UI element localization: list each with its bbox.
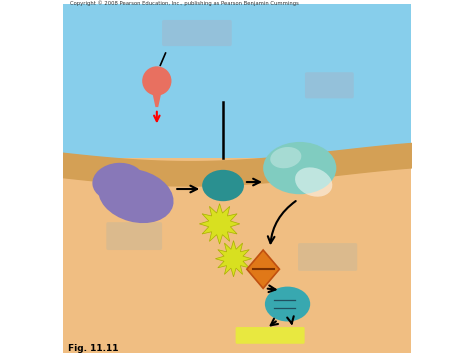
Ellipse shape — [92, 163, 145, 201]
Polygon shape — [153, 94, 161, 107]
Text: Fig. 11.11: Fig. 11.11 — [68, 344, 118, 353]
Polygon shape — [200, 204, 240, 244]
FancyBboxPatch shape — [298, 243, 357, 271]
Ellipse shape — [263, 142, 337, 194]
Polygon shape — [63, 4, 411, 158]
Polygon shape — [247, 250, 280, 288]
Ellipse shape — [98, 169, 173, 223]
FancyBboxPatch shape — [162, 20, 232, 46]
FancyBboxPatch shape — [106, 222, 162, 250]
Text: Copyright © 2008 Pearson Education, Inc., publishing as Pearson Benjamin Cumming: Copyright © 2008 Pearson Education, Inc.… — [70, 0, 299, 6]
Ellipse shape — [270, 147, 301, 168]
Polygon shape — [63, 158, 411, 353]
Ellipse shape — [295, 167, 332, 197]
FancyBboxPatch shape — [305, 72, 354, 98]
FancyBboxPatch shape — [236, 327, 305, 344]
Circle shape — [142, 66, 172, 95]
Polygon shape — [215, 241, 252, 277]
Ellipse shape — [265, 286, 310, 322]
Ellipse shape — [202, 170, 244, 201]
